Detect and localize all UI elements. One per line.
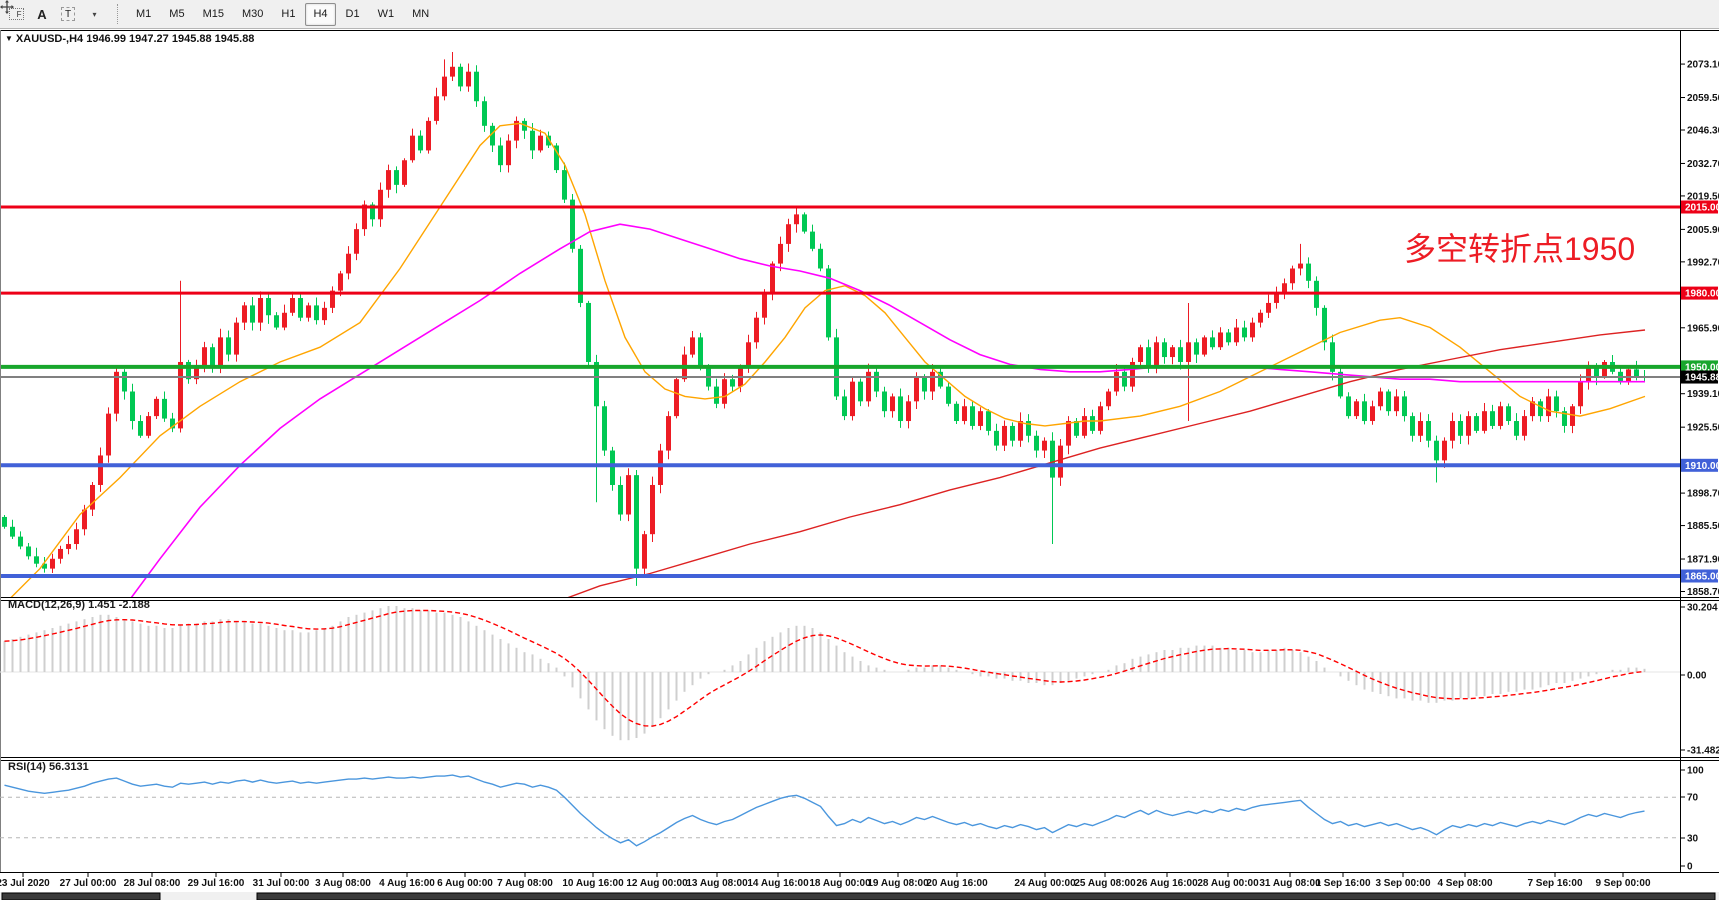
cursor-crosshair-icon[interactable]: ▾	[0, 0, 106, 26]
price-tick-label: 1858.70	[1687, 587, 1719, 598]
moving-averages-layer	[10, 122, 1646, 597]
date-tick-label: 7 Aug 08:00	[497, 878, 553, 889]
timeframe-button-h1[interactable]: H1	[281, 8, 296, 20]
bottom-tab-strip	[0, 892, 1719, 900]
text-label-icon: T	[61, 7, 75, 21]
price-tick-label: 2032.70	[1687, 159, 1719, 170]
rsi-axis: 100 70 30 0	[1681, 766, 1704, 873]
date-tick-label: 31 Aug 08:00	[1259, 878, 1321, 889]
date-tick-label: 13 Aug 08:00	[686, 878, 748, 889]
chart-template-icon: F	[8, 8, 24, 20]
date-tick-label: 25 Aug 08:00	[1074, 878, 1136, 889]
date-tick-label: 18 Aug 00:00	[809, 878, 871, 889]
rsi-tick-label: 0	[1687, 862, 1693, 873]
date-tick-label: 3 Aug 08:00	[315, 878, 371, 889]
ma-mid-magenta	[130, 223, 1645, 597]
macd-signal-line	[4, 609, 1645, 727]
price-tick-label: 1871.90	[1687, 555, 1719, 566]
date-tick-label: 20 Aug 16:00	[926, 878, 988, 889]
timeframe-button-w1[interactable]: W1	[377, 8, 395, 20]
price-badge-1910.00: 1910.00	[1685, 461, 1719, 472]
ma-fast-orange	[10, 122, 1646, 597]
toolbar-separator	[117, 4, 123, 24]
date-tick-label: 24 Aug 00:00	[1014, 878, 1076, 889]
date-tick-label: 26 Aug 16:00	[1136, 878, 1198, 889]
price-badge-1865.00: 1865.00	[1685, 572, 1719, 583]
price-tick-label: 1992.70	[1687, 257, 1719, 268]
candles-layer[interactable]	[2, 52, 1647, 586]
dropdown-caret-icon: ▾	[92, 9, 97, 19]
chart-tab[interactable]	[1, 892, 161, 900]
date-tick-label: 7 Sep 16:00	[1527, 878, 1582, 889]
macd-tick-label: 0.00	[1687, 671, 1707, 682]
date-tick-label: 14 Aug 16:00	[747, 878, 809, 889]
macd-tick-label: 30.204	[1687, 603, 1718, 614]
date-tick-label: 10 Aug 16:00	[562, 878, 624, 889]
price-tick-label: 1898.70	[1687, 489, 1719, 500]
date-tick-label: 28 Jul 08:00	[124, 878, 181, 889]
panel-borders	[0, 30, 1719, 873]
toolbar-icon-group: F A T ▾	[0, 0, 107, 26]
date-tick-label: 23 Jul 2020	[0, 878, 50, 889]
date-tick-label: 28 Aug 00:00	[1197, 878, 1259, 889]
date-tick-label: 6 Aug 00:00	[437, 878, 493, 889]
price-tick-label: 2073.10	[1687, 60, 1719, 71]
horizontal-lines-layer[interactable]	[0, 205, 1680, 578]
price-tick-label: 2019.50	[1687, 191, 1719, 202]
date-tick-label: 4 Aug 16:00	[379, 878, 435, 889]
rsi-tick-label: 70	[1687, 793, 1699, 804]
date-tick-label: 27 Jul 00:00	[60, 878, 117, 889]
price-badge-2015.00: 2015.00	[1685, 203, 1719, 214]
timeframe-button-h4[interactable]: H4	[305, 2, 336, 26]
chart-tab[interactable]	[256, 892, 1716, 900]
chart-template-icon[interactable]: F	[4, 2, 28, 26]
date-tick-label: 9 Sep 00:00	[1595, 878, 1650, 889]
price-badge-1980.00: 1980.00	[1685, 289, 1719, 300]
insert-text-icon: A	[37, 6, 47, 22]
macd-panel[interactable]	[0, 606, 1680, 741]
date-tick-label: 29 Jul 16:00	[188, 878, 245, 889]
price-tick-label: 2005.90	[1687, 225, 1719, 236]
price-tick-label: 1885.50	[1687, 521, 1719, 532]
timeframe-button-group: M1 M5 M15 M30 H1 H4 D1 W1 MN	[127, 2, 438, 26]
price-tick-label: 2046.30	[1687, 126, 1719, 137]
text-label-icon[interactable]: T	[56, 2, 80, 26]
date-axis: 23 Jul 2020 27 Jul 00:00 28 Jul 08:00 29 Ju…	[0, 873, 1651, 889]
date-tick-label: 4 Sep 08:00	[1437, 878, 1492, 889]
timeframe-button-m1[interactable]: M1	[136, 8, 152, 20]
date-tick-label: 12 Aug 00:00	[626, 878, 688, 889]
ma-slow-red	[567, 329, 1646, 597]
timeframe-button-m5[interactable]: M5	[169, 8, 185, 20]
rsi-tick-label: 30	[1687, 834, 1699, 845]
top-toolbar: F A T ▾ M1 M5 M15 M30 H1 H4 D1 W1 MN	[0, 0, 1719, 29]
rsi-line	[4, 774, 1645, 847]
date-tick-label: 31 Jul 00:00	[253, 878, 310, 889]
price-tick-label: 1965.90	[1687, 323, 1719, 334]
price-badge-1950.00: 1950.00	[1685, 362, 1719, 373]
price-badge-1945.88: 1945.88	[1685, 373, 1719, 384]
price-tick-label: 2059.50	[1687, 93, 1719, 104]
timeframe-button-d1[interactable]: D1	[345, 8, 360, 20]
price-tick-label: 1939.10	[1687, 389, 1719, 400]
timeframe-button-m30[interactable]: M30	[241, 8, 264, 20]
price-axis: 2073.10 2059.50 2046.30 2032.70 2019.50 2005.…	[1681, 60, 1719, 598]
price-tick-label: 1925.50	[1687, 423, 1719, 434]
date-tick-label: 19 Aug 08:00	[867, 878, 929, 889]
rsi-tick-label: 100	[1687, 766, 1704, 777]
insert-text-icon[interactable]: A	[30, 2, 54, 26]
date-tick-label: 1 Sep 16:00	[1315, 878, 1370, 889]
macd-axis: 30.204 0.00 -31.482	[1681, 603, 1719, 757]
timeframe-button-m15[interactable]: M15	[202, 8, 224, 20]
macd-tick-label: -31.482	[1687, 746, 1719, 757]
timeframe-button-mn[interactable]: MN	[412, 8, 430, 20]
date-tick-label: 3 Sep 00:00	[1375, 878, 1430, 889]
rsi-panel[interactable]	[0, 774, 1680, 847]
cursor-crosshair-icon	[0, 0, 14, 14]
